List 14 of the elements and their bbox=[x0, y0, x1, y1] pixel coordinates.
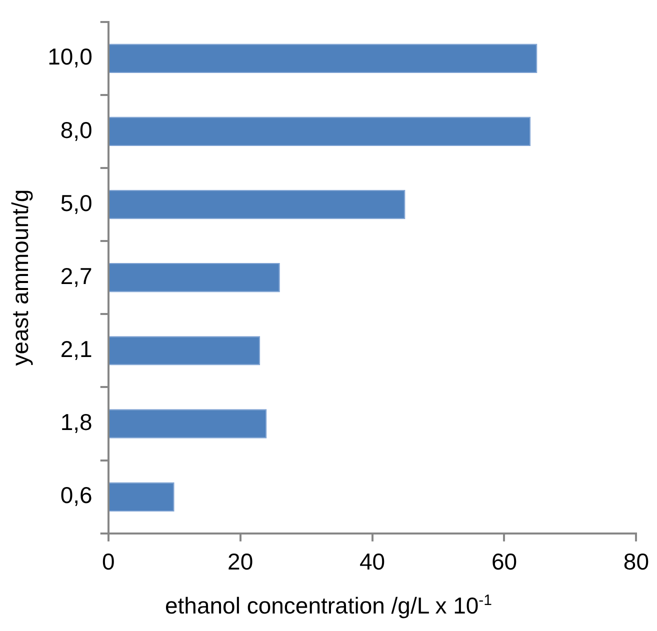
y-tick-label: 0,6 bbox=[60, 482, 92, 508]
y-tick-label: 5,0 bbox=[60, 190, 92, 216]
y-tick-label: 1,8 bbox=[60, 409, 92, 436]
x-tick-label: 80 bbox=[623, 548, 650, 575]
x-tick-label: 60 bbox=[491, 548, 518, 575]
y-tick-label: 8,0 bbox=[60, 116, 92, 143]
x-tick-label: 20 bbox=[228, 548, 254, 575]
x-tick-label: 40 bbox=[359, 548, 386, 575]
x-axis-title: ethanol concentration /g/L x 10$^{-1}$ bbox=[164, 592, 494, 620]
y-tick-label: 2,1 bbox=[60, 336, 92, 362]
y-tick-label: 10,0 bbox=[48, 44, 92, 70]
y-axis-title: yeast ammount/g bbox=[7, 189, 34, 366]
y-tick-label: 2,7 bbox=[60, 262, 92, 289]
x-tick-label: 0 bbox=[102, 548, 115, 575]
